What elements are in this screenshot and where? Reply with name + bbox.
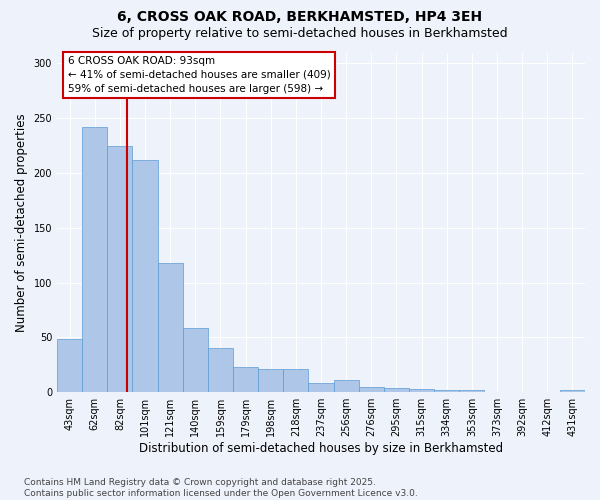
Bar xyxy=(107,146,133,392)
Bar xyxy=(560,390,585,392)
Bar xyxy=(459,390,484,392)
Bar xyxy=(434,390,459,392)
Bar xyxy=(359,386,384,392)
Bar xyxy=(208,348,233,392)
Bar xyxy=(258,369,283,392)
Bar xyxy=(133,160,158,392)
Text: Size of property relative to semi-detached houses in Berkhamsted: Size of property relative to semi-detach… xyxy=(92,28,508,40)
X-axis label: Distribution of semi-detached houses by size in Berkhamsted: Distribution of semi-detached houses by … xyxy=(139,442,503,455)
Bar xyxy=(82,127,107,392)
Bar xyxy=(308,384,334,392)
Text: 6 CROSS OAK ROAD: 93sqm
← 41% of semi-detached houses are smaller (409)
59% of s: 6 CROSS OAK ROAD: 93sqm ← 41% of semi-de… xyxy=(68,56,331,94)
Bar xyxy=(158,263,183,392)
Bar xyxy=(283,369,308,392)
Bar xyxy=(409,389,434,392)
Y-axis label: Number of semi-detached properties: Number of semi-detached properties xyxy=(15,113,28,332)
Bar xyxy=(233,367,258,392)
Bar xyxy=(384,388,409,392)
Text: Contains HM Land Registry data © Crown copyright and database right 2025.
Contai: Contains HM Land Registry data © Crown c… xyxy=(24,478,418,498)
Bar xyxy=(334,380,359,392)
Bar xyxy=(183,328,208,392)
Bar xyxy=(57,338,82,392)
Text: 6, CROSS OAK ROAD, BERKHAMSTED, HP4 3EH: 6, CROSS OAK ROAD, BERKHAMSTED, HP4 3EH xyxy=(118,10,482,24)
